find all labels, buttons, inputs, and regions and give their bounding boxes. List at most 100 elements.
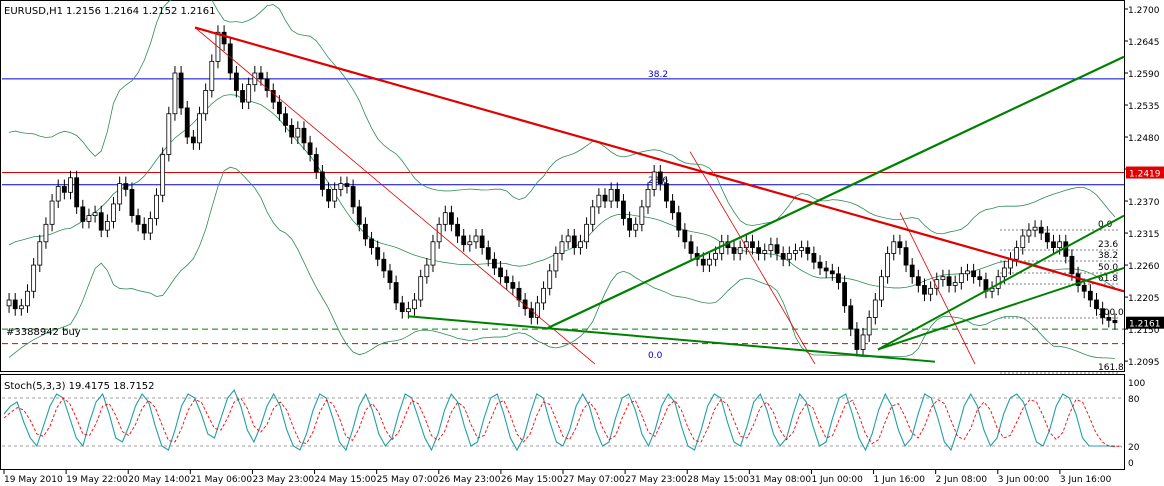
- candle-body: [504, 276, 510, 283]
- candle-body: [18, 305, 24, 310]
- candle-body: [737, 247, 743, 254]
- candle-body: [25, 290, 30, 307]
- candle-body: [141, 223, 147, 234]
- candle-body: [485, 247, 491, 260]
- candle-body: [780, 253, 786, 260]
- candle-body: [516, 287, 522, 301]
- time-tick-label: 26 May 15:00: [501, 475, 563, 485]
- candle-body: [80, 206, 86, 222]
- candle-body: [184, 107, 190, 138]
- candle-body: [338, 183, 344, 190]
- candle-body: [203, 90, 209, 115]
- candle-body: [473, 235, 479, 243]
- candle-body: [258, 72, 264, 80]
- candle-body: [332, 189, 338, 202]
- candle-body: [276, 101, 282, 115]
- candle-body: [43, 223, 49, 243]
- time-tick-label: 19 May 2010: [4, 475, 63, 485]
- candle-body: [104, 221, 110, 231]
- candle-body: [510, 282, 516, 289]
- candle-body: [172, 72, 178, 115]
- candle-body: [1001, 267, 1007, 278]
- candle-body: [657, 171, 663, 184]
- candle-body: [934, 279, 940, 289]
- candle-body: [762, 250, 768, 254]
- candle-body: [602, 194, 608, 202]
- candle-body: [98, 212, 104, 231]
- candle-body: [1026, 229, 1032, 237]
- candle-body: [971, 270, 977, 278]
- stoch-tick-label: 0: [1128, 459, 1134, 469]
- candle-body: [571, 235, 577, 249]
- candle-body: [885, 253, 891, 278]
- candle-body: [61, 186, 67, 193]
- candle-body: [233, 72, 239, 91]
- candle-body: [750, 241, 755, 249]
- candle-body: [713, 253, 718, 260]
- candle-body: [135, 215, 141, 225]
- time-tick-label: 19 May 22:00: [66, 475, 128, 485]
- time-tick-label: 27 May 07:00: [563, 475, 625, 485]
- candle-body: [1032, 226, 1038, 231]
- price-tick-label: 1.2205: [1128, 294, 1160, 304]
- candle-body: [608, 189, 614, 202]
- candle-body: [449, 212, 454, 225]
- candle-body: [129, 189, 135, 217]
- time-tick-label: 24 May 15:00: [315, 475, 377, 485]
- fib-left-label: 38.2: [648, 70, 668, 80]
- price-panel-frame: [0, 0, 1125, 372]
- candle-body: [393, 282, 399, 304]
- candle-body: [363, 223, 368, 240]
- candle-body: [313, 154, 319, 173]
- stoch-tick-label: 100: [1128, 379, 1145, 389]
- candle-body: [37, 241, 43, 266]
- candle-body: [381, 258, 387, 272]
- candle-body: [940, 276, 946, 281]
- fib-right-label: 100.0: [1098, 308, 1124, 318]
- candle-body: [350, 186, 356, 208]
- candle-body: [651, 171, 657, 190]
- red-level-tag: 1.2419: [1129, 170, 1161, 180]
- candle-body: [688, 241, 694, 254]
- candle-body: [1081, 285, 1087, 292]
- candle-body: [774, 244, 780, 254]
- time-tick-label: 27 May 23:00: [625, 475, 687, 485]
- candle-body: [31, 264, 37, 292]
- time-tick-label: 26 May 23:00: [439, 475, 501, 485]
- candle-body: [68, 177, 73, 193]
- candle-body: [633, 223, 639, 231]
- candle-body: [1051, 241, 1056, 249]
- candle-body: [498, 267, 503, 278]
- thin-red-trendline-3: [899, 212, 976, 365]
- candle-body: [547, 270, 553, 289]
- candle-body: [283, 113, 288, 126]
- candle-body: [399, 302, 405, 313]
- candle-body: [528, 308, 534, 318]
- green-channel-line-2: [877, 267, 1125, 351]
- stoch-main-line: [3, 388, 1116, 452]
- green-upper-trendline: [547, 55, 1125, 329]
- candle-body: [645, 189, 651, 208]
- thin-red-trendline: [194, 27, 596, 365]
- candle-body: [307, 142, 313, 155]
- candle-body: [928, 287, 934, 295]
- candle-body: [111, 203, 116, 222]
- green-channel-line: [877, 214, 1125, 351]
- candle-body: [565, 235, 571, 243]
- candle-body: [627, 218, 632, 231]
- candle-body: [197, 113, 202, 144]
- price-tick-label: 1.2645: [1128, 38, 1160, 48]
- candle-body: [55, 186, 61, 202]
- candle-body: [209, 60, 215, 91]
- stoch-tick-label: 20: [1128, 443, 1140, 453]
- price-tick-label: 1.2700: [1128, 6, 1160, 16]
- candle-body: [639, 206, 645, 225]
- time-tick-label: 28 May 15:00: [687, 475, 749, 485]
- candle-body: [418, 276, 424, 301]
- candle-body: [829, 270, 835, 275]
- candle-body: [854, 328, 860, 350]
- stoch-label: Stoch(5,3,3) 19.4175 18.7152: [4, 381, 155, 392]
- candle-body: [977, 276, 983, 281]
